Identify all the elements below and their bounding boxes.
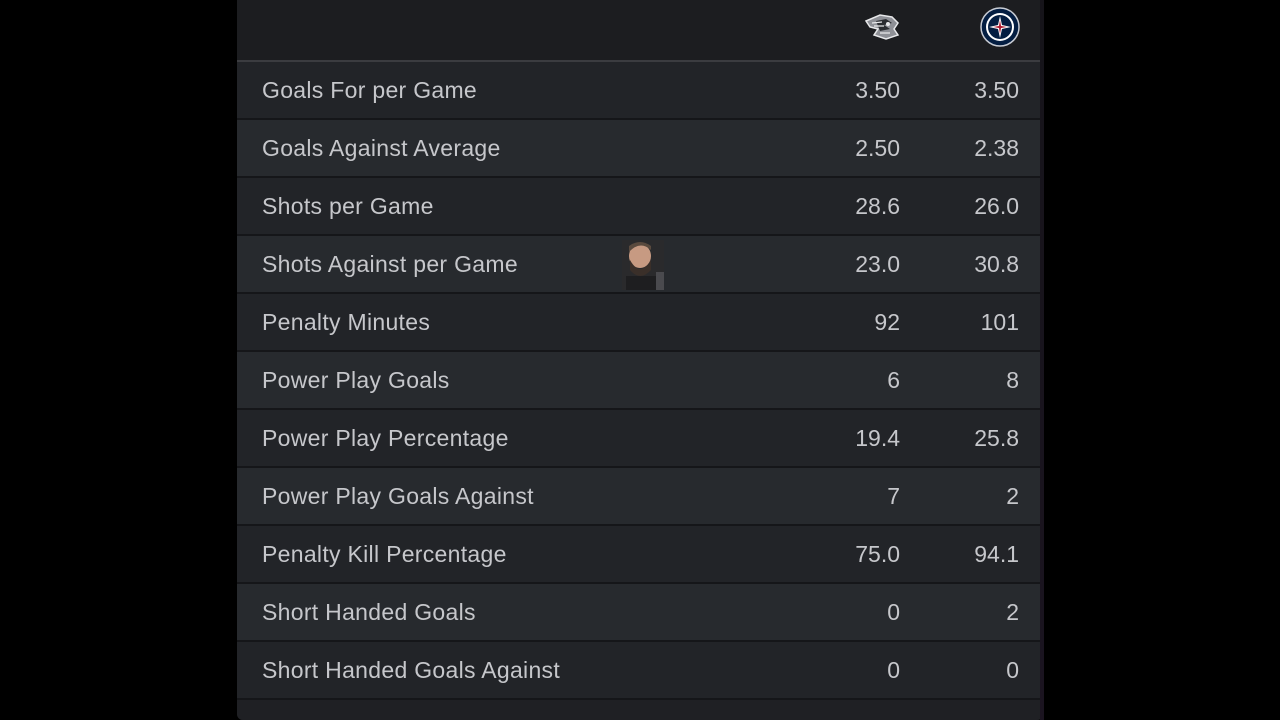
webcam-overlay [622,240,664,290]
away-stat-value: 0 [887,599,900,625]
away-stat-value: 19.4 [855,425,900,451]
stat-label: Power Play Goals [262,367,450,393]
stat-row-short-handed-goals-against: Short Handed Goals Against 0 0 [237,642,1043,700]
away-stat-value: 2.50 [855,135,900,161]
home-stat-value: 94.1 [974,541,1019,567]
home-stat-value: 2 [1006,599,1019,625]
home-stat-value: 2.38 [974,135,1019,161]
stat-label: Shots Against per Game [262,251,518,277]
stat-label: Shots per Game [262,193,434,219]
home-stat-value: 0 [1006,657,1019,683]
home-stat-value: 26.0 [974,193,1019,219]
away-team-logo[interactable] [862,7,902,47]
team-stats-panel: Goals For per Game 3.50 3.50 Goals Again… [237,0,1043,720]
streamer-face-icon [622,240,664,290]
away-stat-value: 28.6 [855,193,900,219]
team-logo-jets-icon [980,7,1020,47]
stat-row-goals-against-average: Goals Against Average 2.50 2.38 [237,120,1043,178]
stat-row-penalty-kill-percentage: Penalty Kill Percentage 75.0 94.1 [237,526,1043,584]
stat-label: Power Play Goals Against [262,483,534,509]
stat-label: Power Play Percentage [262,425,509,451]
stats-header [237,0,1043,62]
stat-row-shots-per-game: Shots per Game 28.6 26.0 [237,178,1043,236]
away-stat-value: 6 [887,367,900,393]
home-stat-value: 2 [1006,483,1019,509]
stat-label: Short Handed Goals Against [262,657,561,683]
home-stat-value: 25.8 [974,425,1019,451]
stat-row-goals-for-per-game: Goals For per Game 3.50 3.50 [237,62,1043,120]
home-stat-value: 8 [1006,367,1019,393]
stat-label: Goals For per Game [262,77,478,103]
home-stat-value: 101 [980,309,1019,335]
panel-edge [1040,0,1044,720]
stat-label: Penalty Kill Percentage [262,541,507,567]
stat-row-power-play-percentage: Power Play Percentage 19.4 25.8 [237,410,1043,468]
stat-label: Penalty Minutes [262,309,431,335]
stats-table: Goals For per Game 3.50 3.50 Goals Again… [237,62,1043,700]
stat-row-penalty-minutes: Penalty Minutes 92 101 [237,294,1043,352]
team-logo-storm-icon [864,14,900,40]
away-stat-value: 3.50 [855,77,900,103]
stat-row-power-play-goals-against: Power Play Goals Against 7 2 [237,468,1043,526]
stat-label: Short Handed Goals [262,599,476,625]
home-stat-value: 3.50 [974,77,1019,103]
away-stat-value: 92 [874,309,900,335]
away-stat-value: 0 [887,657,900,683]
home-stat-value: 30.8 [974,251,1019,277]
stat-label: Goals Against Average [262,135,501,161]
home-team-logo[interactable] [980,7,1020,47]
away-stat-value: 23.0 [855,251,900,277]
stat-row-power-play-goals: Power Play Goals 6 8 [237,352,1043,410]
panel-footer [237,700,1043,720]
away-stat-value: 75.0 [855,541,900,567]
stat-row-short-handed-goals: Short Handed Goals 0 2 [237,584,1043,642]
away-stat-value: 7 [887,483,900,509]
